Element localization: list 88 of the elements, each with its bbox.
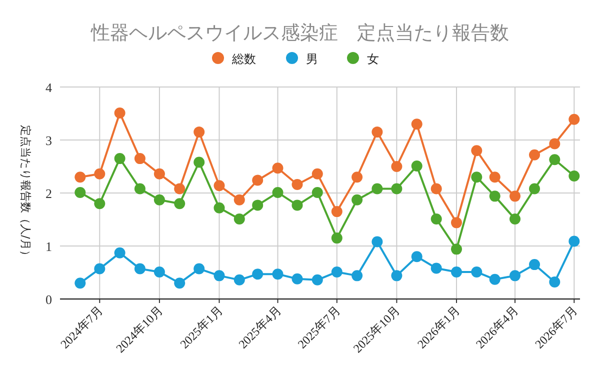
point <box>568 236 580 247</box>
point <box>489 190 500 202</box>
point <box>529 259 540 270</box>
point <box>94 198 106 210</box>
point <box>114 247 126 258</box>
point <box>154 168 165 180</box>
point <box>568 170 580 182</box>
point <box>94 168 106 180</box>
point <box>529 149 540 160</box>
point <box>549 276 560 288</box>
point <box>134 153 146 164</box>
point <box>194 156 205 168</box>
point <box>272 186 284 198</box>
point <box>471 172 482 183</box>
point <box>411 118 422 130</box>
point <box>312 168 323 180</box>
point <box>510 270 520 282</box>
point <box>549 138 560 150</box>
y-tick-label: 2 <box>46 186 52 201</box>
point <box>430 183 442 194</box>
point <box>74 186 86 198</box>
point <box>471 145 482 156</box>
point <box>372 126 383 138</box>
point <box>154 266 165 278</box>
point <box>352 270 363 282</box>
point <box>372 236 383 248</box>
point <box>510 190 520 202</box>
point <box>489 274 500 285</box>
point <box>194 263 205 274</box>
legend-label: 総数 <box>231 52 256 66</box>
point <box>214 270 225 282</box>
y-tick-label: 1 <box>46 239 52 254</box>
point <box>252 268 264 280</box>
point <box>252 174 264 186</box>
point <box>234 194 245 206</box>
point <box>451 217 462 228</box>
point <box>312 274 323 286</box>
point <box>174 198 186 210</box>
point <box>471 266 482 278</box>
point <box>174 278 186 289</box>
point <box>510 213 520 224</box>
point <box>529 183 540 194</box>
point <box>214 202 225 214</box>
chart-title: 性器ヘルペスウイルス感染症 定点当たり報告数 <box>90 22 509 44</box>
point <box>391 270 402 282</box>
point <box>292 179 303 190</box>
y-tick-label: 4 <box>46 80 52 95</box>
y-tick-label: 3 <box>46 133 52 148</box>
point <box>391 161 402 172</box>
point <box>114 153 126 164</box>
point <box>194 126 205 138</box>
point <box>114 107 126 118</box>
legend-label: 女 <box>367 52 379 66</box>
point <box>214 180 225 192</box>
point <box>312 186 323 198</box>
point <box>154 194 165 206</box>
point <box>549 154 560 166</box>
point <box>451 266 462 278</box>
point <box>234 274 245 286</box>
point <box>568 114 580 125</box>
point <box>174 183 186 194</box>
point <box>331 266 342 278</box>
point <box>252 200 264 211</box>
y-tick-label: 0 <box>46 292 52 307</box>
point <box>372 183 383 194</box>
point <box>134 183 146 194</box>
point <box>411 251 422 262</box>
legend-label: 男 <box>306 52 318 66</box>
point <box>74 278 86 289</box>
point <box>352 194 363 206</box>
point <box>134 263 146 274</box>
point <box>430 262 442 274</box>
point <box>411 160 422 172</box>
point <box>430 213 442 224</box>
point <box>94 263 106 274</box>
point <box>74 172 86 183</box>
point <box>272 162 284 174</box>
point <box>331 232 342 244</box>
point <box>352 172 363 183</box>
point <box>451 244 462 255</box>
y-axis-title: 定点当たり報告数（人/月） <box>19 125 32 261</box>
point <box>292 200 303 211</box>
point <box>489 172 500 183</box>
point <box>234 213 245 224</box>
point <box>391 183 402 194</box>
point <box>272 268 284 280</box>
point <box>331 206 342 218</box>
point <box>292 273 303 284</box>
